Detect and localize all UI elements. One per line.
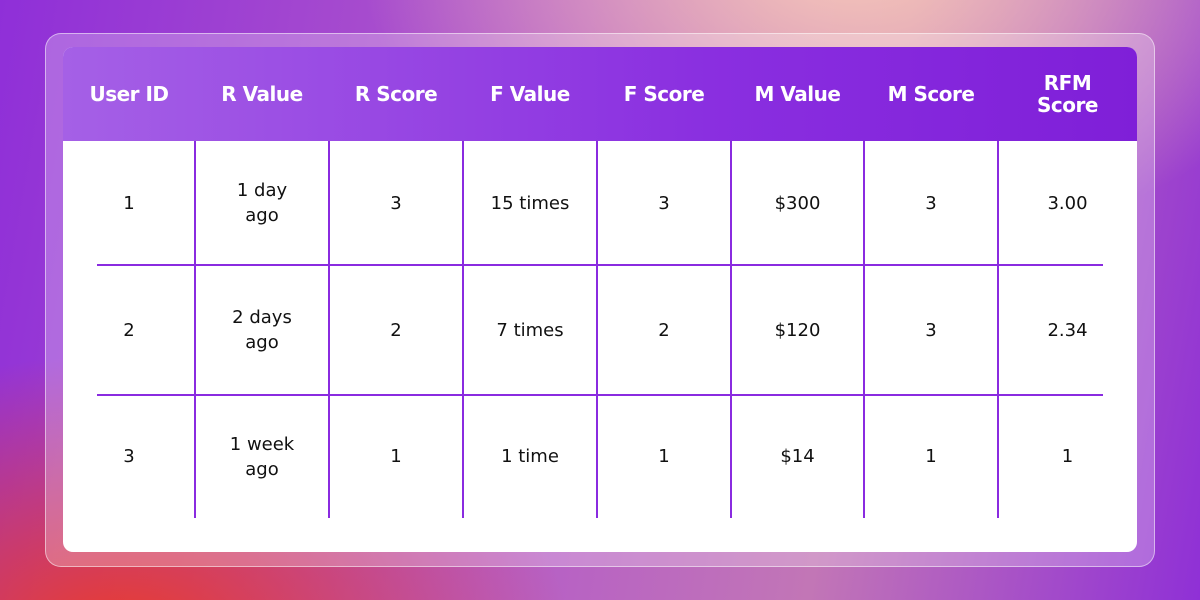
data-text: 3: [925, 192, 937, 214]
data-cell: 3: [329, 141, 463, 265]
header-cell: R Score: [329, 47, 463, 141]
data-cell: 3: [63, 395, 195, 518]
data-cell: 1: [63, 141, 195, 265]
data-text: 3.00: [1047, 192, 1088, 214]
header-text: RFM Score: [1037, 71, 1098, 117]
header-text: F Value: [490, 82, 570, 106]
data-text: 1: [658, 446, 670, 467]
data-cell: 3: [864, 265, 998, 395]
data-text: 1 day ago: [236, 180, 288, 226]
data-text: 7 times: [496, 319, 564, 341]
table-card: User ID R Value R Score F Value F Score M Val…: [63, 47, 1137, 552]
data-cell: 3: [597, 141, 731, 265]
data-cell: 2: [329, 265, 463, 395]
data-text: 1: [390, 446, 402, 467]
data-text: $14: [780, 446, 815, 467]
data-text: 2.34: [1047, 319, 1088, 341]
data-cell: 1: [998, 395, 1137, 518]
data-text: 1: [925, 446, 937, 467]
data-cell: $120: [731, 265, 864, 395]
header-cell: M Value: [731, 47, 864, 141]
header-text: M Score: [887, 82, 975, 106]
data-cell: 1 week ago: [195, 395, 329, 518]
data-text: $120: [774, 319, 821, 341]
data-text: 2 days ago: [232, 307, 292, 353]
data-text: $300: [774, 192, 821, 214]
data-text: 1: [1061, 446, 1074, 467]
data-cell: 3: [864, 141, 998, 265]
data-cell: $14: [731, 395, 864, 518]
data-cell: $300: [731, 141, 864, 265]
data-cell: 1: [329, 395, 463, 518]
data-text: 15 times: [490, 192, 570, 214]
data-cell: 1: [597, 395, 731, 518]
data-cell: 7 times: [463, 265, 597, 395]
header-text: User ID: [89, 82, 169, 106]
header-text: R Value: [221, 82, 303, 106]
data-cell: 2: [597, 265, 731, 395]
data-text: 1 week ago: [229, 433, 295, 480]
data-cell: 1: [864, 395, 998, 518]
data-text: 2: [390, 319, 402, 341]
data-text: 3: [390, 192, 402, 214]
data-text: 2: [658, 319, 670, 341]
data-cell: 2 days ago: [195, 265, 329, 395]
data-text: 3: [658, 192, 670, 214]
data-cell: 1 day ago: [195, 141, 329, 265]
header-cell: User ID: [63, 47, 195, 141]
table-lines: [97, 141, 1103, 518]
data-text: 3: [123, 446, 135, 467]
header-cell: F Score: [597, 47, 731, 141]
header-text: M Value: [754, 82, 841, 106]
header-cell: F Value: [463, 47, 597, 141]
table-header: [63, 47, 1137, 141]
header-cell: R Value: [195, 47, 329, 141]
data-cell: 3.00: [998, 141, 1137, 265]
data-text: 1: [123, 192, 135, 214]
data-text: 1 time: [501, 446, 559, 467]
data-cell: 2: [63, 265, 195, 395]
header-cell: RFM Score: [998, 47, 1137, 141]
header-text: R Score: [354, 82, 438, 106]
header-cell: M Score: [864, 47, 998, 141]
data-text: 3: [925, 319, 937, 341]
data-cell: 15 times: [463, 141, 597, 265]
data-text: 2: [123, 319, 135, 341]
data-cell: 2.34: [998, 265, 1137, 395]
header-text: F Score: [623, 82, 705, 106]
data-cell: 1 time: [463, 395, 597, 518]
